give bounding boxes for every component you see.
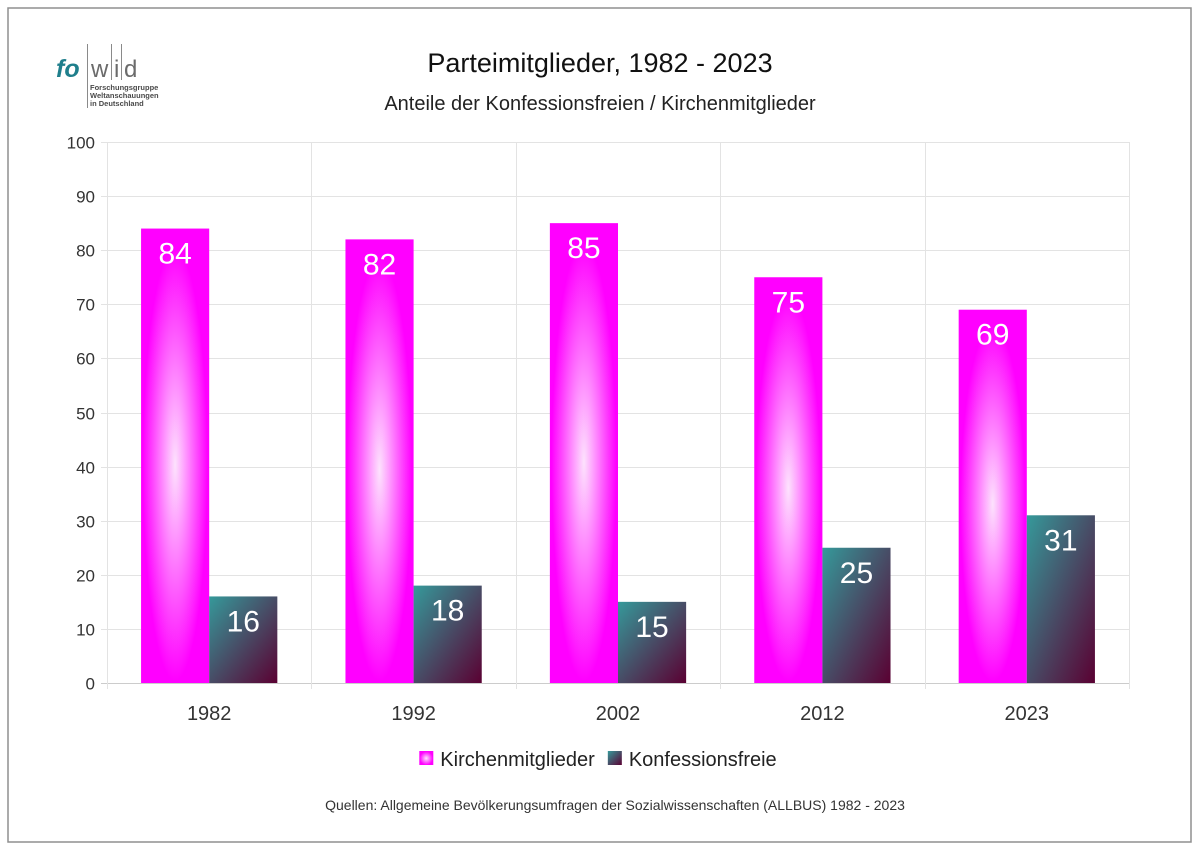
y-tick-label: 90 (76, 188, 95, 207)
y-tick-label: 30 (76, 513, 95, 532)
x-tick-label: 2002 (596, 703, 641, 725)
legend-swatch-konfessionsfreie (607, 751, 622, 765)
logo-letters-fo: fo (56, 55, 80, 83)
data-label-konfessionsfreie-2002: 15 (635, 611, 668, 644)
bar-kirchenmitglieder-2023 (958, 309, 1027, 683)
logo-tagline-line: in Deutschland (90, 99, 144, 108)
data-label-konfessionsfreie-2012: 25 (840, 557, 873, 590)
source-note: Quellen: Allgemeine Bevölkerungsumfragen… (325, 797, 905, 813)
legend: Kirchenmitglieder Konfessionsfreie (419, 749, 777, 771)
bar-konfessionsfreie-2002 (618, 601, 687, 683)
y-tick-label: 100 (67, 134, 95, 153)
legend-label: Konfessionsfreie (629, 749, 777, 771)
bar-kirchenmitglieder-2012 (754, 277, 823, 683)
data-label-kirchenmitglieder-2002: 85 (567, 232, 600, 265)
data-label-konfessionsfreie-2023: 31 (1044, 524, 1077, 557)
y-tick-label: 10 (76, 621, 95, 640)
fowid-logo: fo w i d Forschungsgruppe Weltanschauung… (56, 44, 159, 108)
legend-item-konfessionsfreie: Konfessionsfreie (607, 749, 777, 771)
data-label-kirchenmitglieder-2023: 69 (976, 319, 1009, 352)
bar-konfessionsfreie-1982 (209, 596, 278, 683)
logo-letter-d: d (124, 56, 137, 83)
legend-label: Kirchenmitglieder (440, 749, 595, 771)
bar-konfessionsfreie-1992 (413, 585, 482, 683)
plot-labels: 0 10 20 30 40 50 60 70 80 90 100 84 16 1982 82 18 1992 85… (67, 134, 1078, 726)
x-tick-label: 2023 (1005, 703, 1050, 725)
data-label-kirchenmitglieder-2012: 75 (772, 286, 805, 319)
data-label-kirchenmitglieder-1982: 84 (158, 238, 191, 271)
x-tick-label: 1992 (391, 703, 436, 725)
logo-tagline-line: Weltanschauungen (90, 91, 159, 100)
data-label-konfessionsfreie-1992: 18 (431, 595, 464, 628)
bar-kirchenmitglieder-1992 (345, 239, 414, 683)
legend-swatch-kirchenmitglieder (419, 751, 434, 765)
y-tick-label: 0 (86, 675, 95, 694)
logo-letter-i: i (114, 56, 119, 83)
y-tick-label: 60 (76, 350, 95, 369)
data-label-kirchenmitglieder-1992: 82 (363, 248, 396, 281)
x-tick-label: 2012 (800, 703, 845, 725)
y-tick-label: 70 (76, 296, 95, 315)
legend-item-kirchenmitglieder: Kirchenmitglieder (419, 749, 595, 771)
chart-title: Parteimitglieder, 1982 - 2023 (427, 48, 772, 78)
y-tick-label: 20 (76, 567, 95, 586)
y-tick-label: 40 (76, 459, 95, 478)
data-label-konfessionsfreie-1982: 16 (227, 605, 260, 638)
bar-kirchenmitglieder-1982 (141, 228, 210, 683)
plot-grid (101, 142, 1130, 689)
bar-konfessionsfreie-2023 (1026, 515, 1095, 683)
plot-bars (141, 223, 1095, 683)
logo-letter-w: w (90, 56, 109, 83)
y-tick-label: 50 (76, 405, 95, 424)
logo-tagline-line: Forschungsgruppe (90, 83, 158, 92)
chart-subtitle: Anteile der Konfessionsfreien / Kirchenm… (384, 93, 816, 115)
y-tick-label: 80 (76, 242, 95, 261)
bar-konfessionsfreie-2012 (822, 547, 891, 683)
bar-kirchenmitglieder-2002 (549, 223, 618, 683)
x-tick-label: 1982 (187, 703, 232, 725)
